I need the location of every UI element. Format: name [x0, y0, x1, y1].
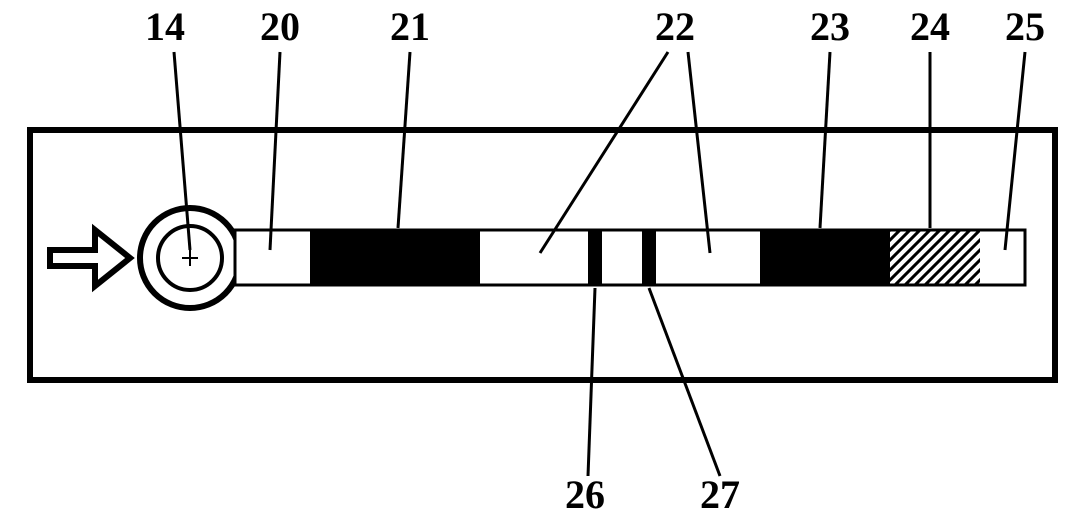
strip-segment-seg20 [235, 230, 310, 285]
leader-l25 [1005, 52, 1025, 250]
strip-segment-gap [602, 230, 642, 285]
leader-l22-leg0 [540, 52, 668, 253]
label-l26: 26 [565, 472, 605, 517]
technical-diagram: 14 20 21 22 23 24 25 26 27 [0, 0, 1085, 523]
leader-l21 [398, 52, 410, 228]
leader-l20 [270, 52, 280, 250]
label-l27: 27 [700, 472, 740, 517]
label-l20: 20 [260, 4, 300, 49]
strip-segment-seg25 [980, 230, 1025, 285]
strip-segment-seg23 [760, 230, 890, 285]
strip-segment-line27 [642, 230, 656, 285]
leader-l22-leg1 [688, 52, 710, 253]
strip-segment-seg22a [480, 230, 588, 285]
test-strip [235, 230, 1025, 285]
strip-segment-line26 [588, 230, 602, 285]
strip-segment-seg21 [310, 230, 480, 285]
label-l24: 24 [910, 4, 950, 49]
label-l14: 14 [145, 4, 185, 49]
leader-l23 [820, 52, 830, 228]
flow-arrow-icon [50, 230, 130, 286]
label-l22: 22 [655, 4, 695, 49]
label-l25: 25 [1005, 4, 1045, 49]
strip-segment-seg24 [890, 230, 980, 285]
label-l21: 21 [390, 4, 430, 49]
label-l23: 23 [810, 4, 850, 49]
